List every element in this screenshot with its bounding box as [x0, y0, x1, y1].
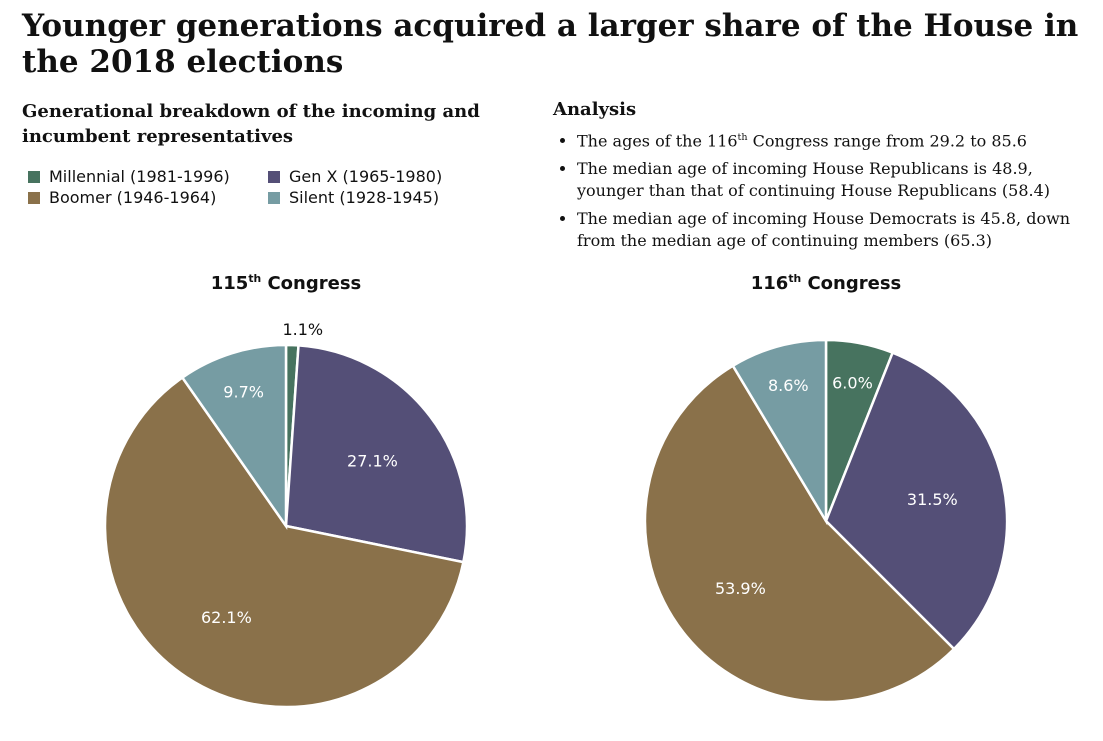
subtitle: Generational breakdown of the incoming a… [22, 101, 480, 147]
pie-slice [284, 344, 469, 564]
pie-slice [180, 343, 288, 530]
legend-swatch [28, 170, 40, 183]
legend-item-genx: Gen X (1965-1980) [268, 167, 488, 186]
legend-item-millennial: Millennial (1981-1996) [28, 167, 268, 186]
pie-title-116: 116th Congress [676, 272, 976, 294]
data-label: 9.7% [223, 382, 264, 401]
chart-title: Younger generations acquired a larger sh… [22, 8, 1079, 80]
title-text: Congress [801, 273, 902, 294]
data-label: 8.6% [768, 376, 809, 395]
pie-slice [103, 375, 465, 709]
legend-swatch [268, 191, 280, 204]
pie-0: 1.1% 27.1% 62.1% 9.7% [103, 320, 469, 709]
legend-label: Boomer (1946-1964) [49, 188, 217, 207]
analysis-bullet: The median age of incoming House Democra… [577, 208, 1093, 252]
legend-label: Gen X (1965-1980) [289, 167, 443, 186]
analysis-bullet: The ages of the 116th Congress range fro… [577, 127, 1093, 152]
title-num: 115 [210, 273, 249, 294]
data-label: 1.1% [282, 320, 323, 339]
pie-slice [643, 364, 956, 704]
legend-item-silent: Silent (1928-1945) [268, 188, 488, 207]
title-sup: th [248, 272, 262, 285]
data-label: 31.5% [907, 490, 958, 509]
data-label: 6.0% [832, 373, 873, 392]
title-text: Congress [261, 273, 362, 294]
bullet-text: The ages of the 116 [577, 131, 738, 151]
legend-label: Millennial (1981-1996) [49, 167, 230, 186]
legend-label: Silent (1928-1945) [289, 188, 440, 207]
pie-slice [731, 338, 828, 526]
data-label: 53.9% [715, 579, 766, 598]
legend-item-boomer: Boomer (1946-1964) [28, 188, 268, 207]
legend-swatch [28, 191, 40, 204]
pie-1: 6.0% 31.5% 53.9% 8.6% [643, 338, 1009, 704]
pie-title-115: 115th Congress [136, 272, 436, 294]
analysis-heading: Analysis [553, 99, 637, 120]
legend: Millennial (1981-1996) Gen X (1965-1980)… [28, 167, 488, 207]
bullet-text: The median age of incoming House Republi… [577, 159, 1051, 201]
analysis-bullet: The median age of incoming House Republi… [577, 158, 1093, 202]
bullet-text: The median age of incoming House Democra… [577, 209, 1071, 251]
title-num: 116 [750, 273, 789, 294]
title-sup: th [788, 272, 802, 285]
data-label: 62.1% [201, 608, 252, 627]
data-label: 27.1% [347, 451, 398, 470]
bullet-sup: th [737, 132, 748, 143]
legend-swatch [268, 170, 280, 183]
bullet-text: Congress range from 29.2 to 85.6 [747, 131, 1027, 151]
pie-slice [824, 351, 1009, 651]
analysis-panel: Analysis The ages of the 116th Congress … [553, 99, 1093, 258]
